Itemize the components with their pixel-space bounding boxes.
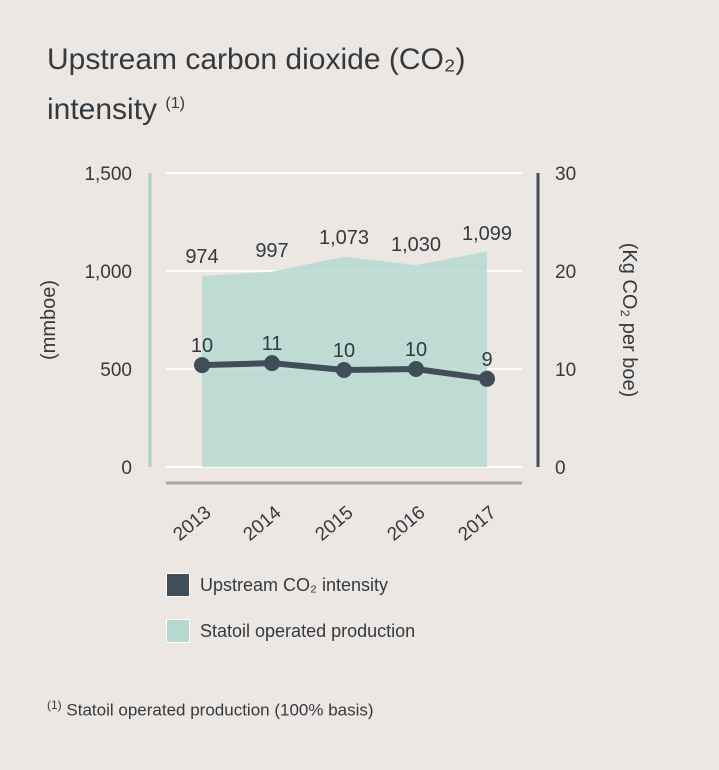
production-area (202, 251, 487, 467)
production-data-label: 974 (185, 246, 218, 268)
right-tick-label: 10 (555, 360, 576, 381)
intensity-point (408, 361, 424, 377)
x-tick-label: 2017 (455, 502, 501, 545)
legend-item-production: Statoil operated production (166, 618, 415, 644)
intensity-data-label: 10 (333, 340, 355, 362)
footnote-text: Statoil operated production (100% basis) (66, 700, 374, 720)
intensity-data-label: 9 (481, 349, 492, 371)
intensity-point (479, 370, 495, 387)
left-tick-label: 1,000 (84, 262, 132, 283)
intensity-data-label: 11 (262, 333, 283, 355)
production-data-label: 1,073 (319, 227, 369, 249)
legend-label-production: Statoil operated production (200, 620, 416, 641)
right-tick-label: 20 (555, 262, 576, 283)
intensity-data-label: 10 (405, 339, 427, 361)
left-axis-title: (mmboe) (38, 280, 60, 360)
title-line-2: intensity (47, 93, 158, 126)
right-axis-title: (Kg CO₂ per boe) (618, 243, 640, 398)
production-data-label: 997 (255, 240, 288, 262)
x-tick-label: 2016 (384, 502, 430, 545)
left-tick-label: 1,500 (84, 164, 132, 185)
left-tick-label: 0 (121, 458, 132, 479)
footnote-marker: (1) (47, 698, 62, 712)
production-data-label: 1,099 (462, 223, 512, 245)
legend-swatch-intensity (166, 573, 190, 597)
x-tick-label: 2013 (170, 502, 216, 545)
right-tick-label: 30 (555, 164, 576, 185)
chart-svg: 0 500 1,000 1,500 0 10 20 30 (mmboe) (Kg CO₂ per … (38, 164, 640, 546)
intensity-data-label: 10 (191, 335, 213, 357)
footnote: (1) Statoil operated production (100% ba… (47, 698, 374, 721)
legend-swatch-production (166, 619, 190, 643)
intensity-point (194, 357, 210, 374)
title-line-1: Upstream carbon dioxide (CO₂) (47, 43, 466, 76)
legend-item-intensity: Upstream CO₂ intensity (166, 572, 415, 598)
production-data-label: 1,030 (391, 234, 441, 256)
legend-label-intensity: Upstream CO₂ intensity (200, 574, 389, 595)
chart-title: Upstream carbon dioxide (CO₂) intensity … (47, 38, 465, 132)
x-tick-label: 2014 (240, 502, 286, 546)
legend: Upstream CO₂ intensity Statoil operated … (166, 572, 415, 664)
title-note-marker: (1) (165, 95, 185, 112)
x-tick-label: 2015 (312, 502, 358, 545)
intensity-point (336, 361, 352, 378)
left-tick-label: 500 (100, 360, 132, 381)
right-tick-label: 0 (555, 458, 566, 479)
intensity-point (264, 355, 280, 372)
